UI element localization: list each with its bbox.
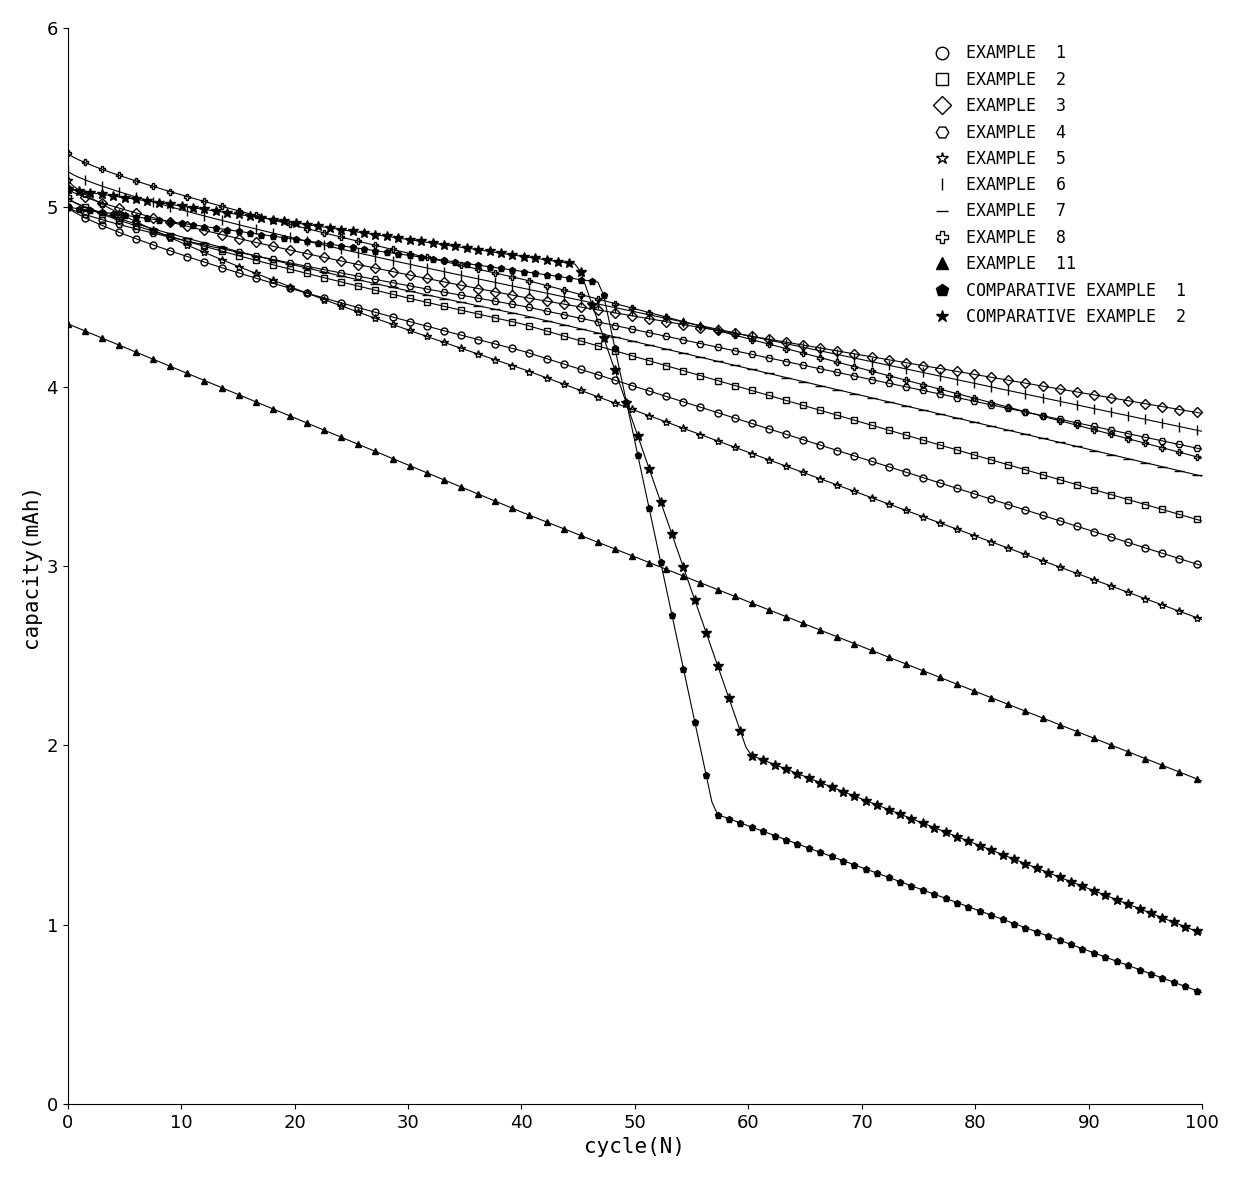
- Y-axis label: capacity(mAh): capacity(mAh): [21, 484, 41, 648]
- X-axis label: cycle(N): cycle(N): [584, 1137, 686, 1157]
- Legend: EXAMPLE  1, EXAMPLE  2, EXAMPLE  3, EXAMPLE  4, EXAMPLE  5, EXAMPLE  6, EXAMPLE : EXAMPLE 1, EXAMPLE 2, EXAMPLE 3, EXAMPLE…: [924, 37, 1194, 335]
